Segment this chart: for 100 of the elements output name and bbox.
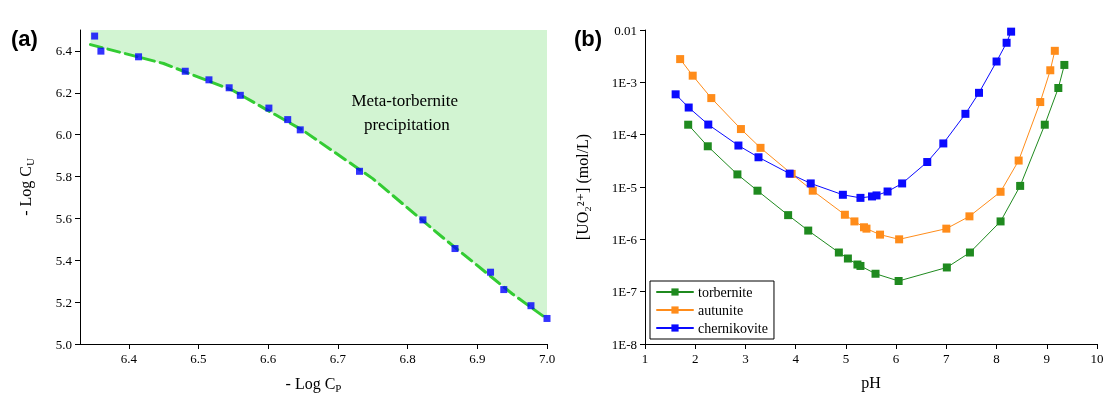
y-tick-label: 1E-4 (611, 127, 638, 143)
point (876, 230, 885, 239)
point (895, 235, 904, 244)
point (856, 193, 865, 202)
point (883, 187, 892, 196)
point (688, 71, 697, 80)
point (872, 191, 881, 200)
y-tick-label: 5.0 (55, 336, 72, 352)
point (898, 179, 907, 188)
point (754, 153, 763, 162)
point (527, 302, 535, 310)
y-tick-label: 6.4 (55, 43, 73, 59)
point (753, 186, 762, 195)
point (703, 142, 712, 151)
point (843, 254, 852, 263)
legend-label: chernikovite (698, 320, 768, 336)
point (91, 32, 99, 40)
point (996, 187, 1005, 196)
y-tick-label: 6.0 (55, 127, 72, 143)
point (996, 217, 1005, 226)
point (451, 245, 459, 253)
legend-label: torbernite (698, 284, 753, 300)
point (284, 116, 292, 124)
point (942, 263, 951, 272)
y-tick-label: 1E-7 (611, 284, 638, 300)
point (1060, 60, 1069, 69)
y-tick-label: 5.2 (55, 294, 72, 310)
point (784, 211, 793, 220)
point (671, 90, 680, 99)
x-axis-title: pH (861, 373, 882, 392)
point (1002, 38, 1011, 47)
point (850, 217, 859, 226)
point (871, 269, 880, 278)
point (939, 139, 948, 148)
point (992, 57, 1001, 66)
point (419, 216, 427, 224)
point (205, 76, 213, 84)
point (500, 286, 508, 294)
point (808, 186, 817, 195)
y-tick-label: 0.01 (614, 22, 637, 38)
point (1007, 27, 1016, 36)
point (965, 248, 974, 257)
x-tick-label: 6.6 (260, 351, 277, 366)
point (543, 314, 551, 322)
point (225, 84, 233, 92)
point (181, 67, 189, 75)
x-tick-label: 2 (691, 351, 699, 366)
point (1040, 120, 1049, 129)
point (804, 226, 813, 235)
point (942, 224, 951, 233)
y-tick-label: 1E-6 (611, 231, 638, 247)
point (1054, 83, 1063, 92)
y-tick-label: 1E-5 (611, 179, 637, 195)
y-axis-title: [UO₂²⁺] (mol/L) (573, 133, 592, 241)
x-tick-label: 7.0 (538, 351, 556, 366)
x-tick-label: 7 (943, 351, 951, 366)
x-tick-label: 6 (892, 351, 900, 366)
point (684, 103, 693, 112)
x-tick-label: 6.7 (329, 351, 347, 366)
y-tick-label: 1E-8 (611, 336, 637, 352)
annotation: Meta-torbernite precipitation (351, 90, 463, 134)
point (1046, 66, 1055, 75)
point (756, 143, 765, 152)
x-tick-label: 9 (1043, 351, 1051, 366)
y-axis-title: - Log CU (17, 158, 36, 216)
point (1016, 181, 1025, 190)
x-tick-label: 1 (641, 351, 649, 366)
point (1050, 46, 1059, 55)
point (734, 141, 743, 150)
chart-title: (a) (11, 25, 38, 51)
point (135, 53, 143, 61)
point (684, 120, 693, 129)
point (923, 158, 932, 167)
point (704, 120, 713, 129)
y-tick-label: 1E-3 (611, 74, 637, 90)
legend-label: autunite (698, 302, 744, 318)
point (676, 55, 685, 64)
point (265, 104, 273, 112)
x-tick-label: 10 (1090, 351, 1104, 366)
point (296, 126, 304, 134)
point (961, 109, 970, 118)
point (806, 179, 815, 188)
point (1036, 98, 1045, 107)
point (974, 88, 983, 97)
point (236, 91, 244, 99)
point (487, 268, 495, 276)
y-tick-label: 6.2 (55, 85, 72, 101)
x-tick-label: 6.9 (469, 351, 486, 366)
y-tick-label: 5.8 (55, 169, 72, 185)
point (707, 94, 716, 103)
x-tick-label: 3 (742, 351, 749, 366)
point (840, 210, 849, 219)
point (838, 190, 847, 199)
x-tick-label: 5 (842, 351, 850, 366)
point (965, 212, 974, 221)
point (1014, 156, 1023, 165)
x-tick-label: 6.8 (399, 351, 416, 366)
x-tick-label: 6.4 (120, 351, 138, 366)
point (733, 170, 742, 179)
x-tick-label: 8 (993, 351, 1000, 366)
